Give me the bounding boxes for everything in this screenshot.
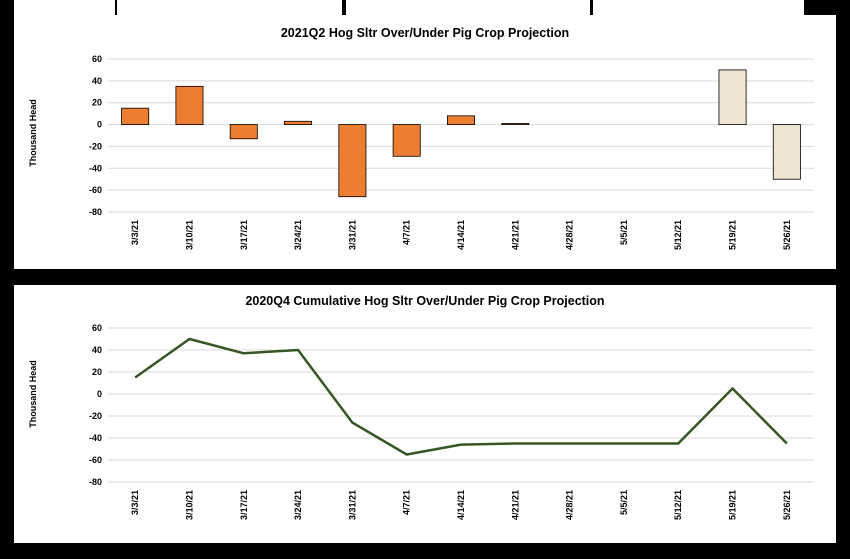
x-tick-label: 5/5/21 — [619, 490, 629, 515]
line-chart: 2020Q4 Cumulative Hog Sltr Over/Under Pi… — [28, 294, 814, 520]
y-tick-label: 20 — [92, 98, 102, 108]
x-tick-label: 5/5/21 — [619, 220, 629, 245]
x-tick-label: 5/19/21 — [728, 220, 738, 250]
x-tick-labels: 3/3/21 3/10/21 3/17/21 3/24/21 3/31/21 4/7/21… — [130, 490, 792, 520]
projected-bar — [772, 124, 801, 180]
y-tick-label: -20 — [89, 141, 102, 151]
projected-bar — [718, 69, 747, 125]
x-tick-label: 3/10/21 — [184, 490, 194, 520]
series-line — [134, 337, 788, 456]
y-axis-label: Thousand Head — [28, 99, 38, 167]
x-tick-label: 3/3/21 — [130, 220, 140, 245]
x-tick-label: 5/19/21 — [728, 490, 738, 520]
top-strip-3 — [346, 0, 590, 15]
bar-chart-panel: 2021Q2 Hog Sltr Over/Under Pig Crop Proj… — [14, 15, 836, 269]
x-tick-label: 4/28/21 — [565, 490, 575, 520]
y-tick-label: 40 — [92, 76, 102, 86]
bar — [338, 124, 367, 198]
x-tick-labels: 3/3/21 3/10/21 3/17/21 3/24/21 3/31/21 4/7/21… — [130, 220, 792, 250]
x-tick-label: 3/3/21 — [130, 490, 140, 515]
bar — [501, 123, 530, 125]
x-tick-label: 4/28/21 — [565, 220, 575, 250]
y-tick-label: -40 — [89, 433, 102, 443]
y-tick-label: -80 — [89, 207, 102, 217]
y-tick-label: -60 — [89, 185, 102, 195]
x-tick-label: 3/17/21 — [239, 220, 249, 250]
bar — [121, 107, 150, 125]
x-tick-label: 5/26/21 — [782, 220, 792, 250]
x-tick-label: 3/31/21 — [347, 220, 357, 250]
y-axis-label: Thousand Head — [28, 360, 38, 428]
bar — [284, 120, 313, 125]
chart-title: 2020Q4 Cumulative Hog Sltr Over/Under Pi… — [245, 294, 604, 308]
grid-lines — [108, 58, 814, 213]
y-tick-label: 0 — [97, 389, 102, 399]
y-tick-label: 40 — [92, 345, 102, 355]
x-tick-label: 4/7/21 — [402, 220, 412, 245]
x-tick-label: 5/26/21 — [782, 490, 792, 520]
x-tick-label: 4/21/21 — [510, 490, 520, 520]
x-tick-label: 3/24/21 — [293, 490, 303, 520]
x-tick-label: 3/31/21 — [347, 490, 357, 520]
y-tick-label: -80 — [89, 477, 102, 487]
series-line-path — [134, 337, 788, 456]
x-tick-label: 3/10/21 — [184, 220, 194, 250]
x-tick-label: 4/21/21 — [510, 220, 520, 250]
x-tick-label: 5/12/21 — [673, 220, 683, 250]
line-chart-panel: 2020Q4 Cumulative Hog Sltr Over/Under Pi… — [14, 285, 836, 543]
grid-lines — [108, 327, 814, 483]
y-tick-labels: 60 40 20 0 -20 -40 -60 -80 — [89, 54, 102, 217]
top-strip-2 — [117, 0, 342, 15]
y-tick-label: 60 — [92, 54, 102, 64]
x-tick-label: 5/12/21 — [673, 490, 683, 520]
bar — [392, 124, 421, 157]
x-tick-label: 3/17/21 — [239, 490, 249, 520]
bar — [229, 124, 258, 140]
x-tick-label: 4/7/21 — [402, 490, 412, 515]
x-tick-label: 4/14/21 — [456, 490, 466, 520]
y-tick-labels: 60 40 20 0 -20 -40 -60 -80 — [89, 323, 102, 487]
bars — [121, 69, 801, 198]
top-strip-1 — [14, 0, 115, 15]
bar — [447, 115, 475, 125]
y-tick-label: -20 — [89, 411, 102, 421]
y-tick-label: -60 — [89, 455, 102, 465]
y-tick-label: 0 — [97, 120, 102, 130]
y-tick-label: -40 — [89, 163, 102, 173]
y-tick-label: 60 — [92, 323, 102, 333]
x-tick-label: 4/14/21 — [456, 220, 466, 250]
chart-title: 2021Q2 Hog Sltr Over/Under Pig Crop Proj… — [281, 26, 569, 40]
bar — [175, 85, 204, 125]
y-tick-label: 20 — [92, 367, 102, 377]
x-tick-label: 3/24/21 — [293, 220, 303, 250]
bar-chart: 2021Q2 Hog Sltr Over/Under Pig Crop Proj… — [28, 26, 814, 250]
top-strip-4 — [593, 0, 804, 15]
